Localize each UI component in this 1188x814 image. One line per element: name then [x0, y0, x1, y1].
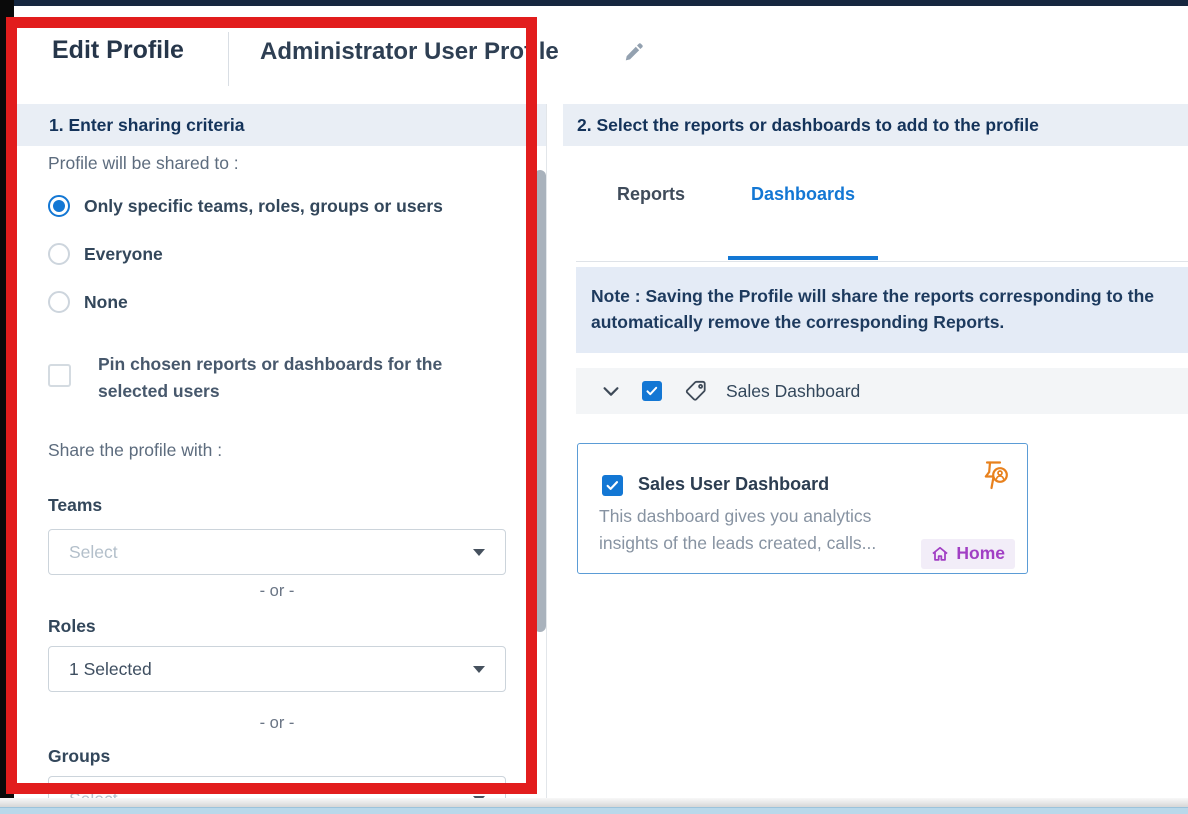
note-line-2: automatically remove the corresponding R…	[591, 312, 1005, 332]
section-1-header: 1. Enter sharing criteria	[16, 104, 546, 146]
radio-label: None	[84, 291, 128, 312]
tag-icon	[684, 379, 708, 403]
card-description-line-2: insights of the leads created, calls...	[599, 533, 877, 553]
or-separator: - or -	[259, 582, 295, 600]
pin-reports-checkbox[interactable]	[48, 364, 71, 387]
active-tab-underline	[728, 256, 878, 260]
radio-unselected-icon[interactable]	[48, 291, 70, 313]
pencil-icon[interactable]	[622, 40, 646, 69]
radio-unselected-icon[interactable]	[48, 243, 70, 265]
radio-option-specific[interactable]: Only specific teams, roles, groups or us…	[48, 195, 443, 217]
share-with-label: Share the profile with :	[48, 440, 223, 460]
radio-selected-icon[interactable]	[48, 195, 70, 217]
window-left-edge	[0, 0, 14, 800]
group-checkbox[interactable]	[642, 381, 662, 401]
window-bottom-highlight	[0, 807, 1188, 814]
page-title: Edit Profile	[52, 36, 184, 64]
shared-to-label: Profile will be shared to :	[48, 153, 239, 173]
select-reports-panel: 2. Select the reports or dashboards to a…	[563, 104, 1188, 800]
home-badge: Home	[921, 539, 1015, 569]
or-separator: - or -	[259, 714, 295, 732]
section-1-title: 1. Enter sharing criteria	[49, 114, 245, 135]
group-label: Sales Dashboard	[726, 380, 861, 401]
dropdown-caret-icon	[473, 795, 485, 800]
radio-option-everyone[interactable]: Everyone	[48, 243, 163, 265]
teams-label: Teams	[48, 495, 103, 515]
pin-user-icon[interactable]	[980, 458, 1010, 499]
teams-select-value: Select	[69, 541, 118, 562]
section-2-title: 2. Select the reports or dashboards to a…	[577, 114, 1039, 135]
left-panel-scrollbar[interactable]	[534, 170, 546, 632]
dropdown-caret-icon	[473, 548, 485, 556]
home-icon	[930, 544, 950, 564]
roles-select-value: 1 Selected	[69, 658, 152, 679]
tab-dashboards[interactable]: Dashboards	[751, 184, 856, 204]
roles-select[interactable]: 1 Selected	[48, 646, 506, 692]
note-line-1: Note : Saving the Profile will share the…	[591, 286, 1154, 306]
card-description: This dashboard gives you analytics insig…	[599, 503, 876, 557]
teams-select[interactable]: Select	[48, 529, 506, 575]
sharing-criteria-panel: 1. Enter sharing criteria Profile will b…	[14, 104, 546, 800]
section-2-header: 2. Select the reports or dashboards to a…	[563, 104, 1188, 146]
home-badge-label: Home	[956, 543, 1005, 563]
card-description-line-1: This dashboard gives you analytics	[599, 506, 872, 526]
window-top-bar	[14, 0, 1188, 6]
radio-label: Everyone	[84, 243, 163, 264]
panel-divider	[546, 104, 547, 798]
groups-select[interactable]: Select	[48, 776, 506, 800]
dashboard-card[interactable]: Sales User Dashboard This dashboard give…	[577, 443, 1028, 574]
chevron-down-icon[interactable]	[600, 380, 622, 402]
dashboard-group-row[interactable]: Sales Dashboard	[576, 368, 1188, 414]
roles-label: Roles	[48, 616, 96, 636]
tab-reports[interactable]: Reports	[617, 184, 686, 204]
card-checkbox[interactable]	[602, 475, 623, 496]
window-bottom-edge	[0, 798, 1188, 807]
radio-option-none[interactable]: None	[48, 291, 128, 313]
profile-name: Administrator User Profile	[260, 38, 559, 65]
dropdown-caret-icon	[473, 665, 485, 673]
pin-reports-label: Pin chosen reports or dashboards for the…	[98, 354, 443, 401]
note-banner: Note : Saving the Profile will share the…	[576, 267, 1188, 353]
radio-label: Only specific teams, roles, groups or us…	[84, 195, 443, 216]
groups-label: Groups	[48, 746, 111, 766]
header-divider	[228, 32, 229, 86]
groups-select-value: Select	[69, 788, 118, 801]
tabs-divider	[576, 261, 1188, 262]
card-title: Sales User Dashboard	[638, 474, 830, 494]
